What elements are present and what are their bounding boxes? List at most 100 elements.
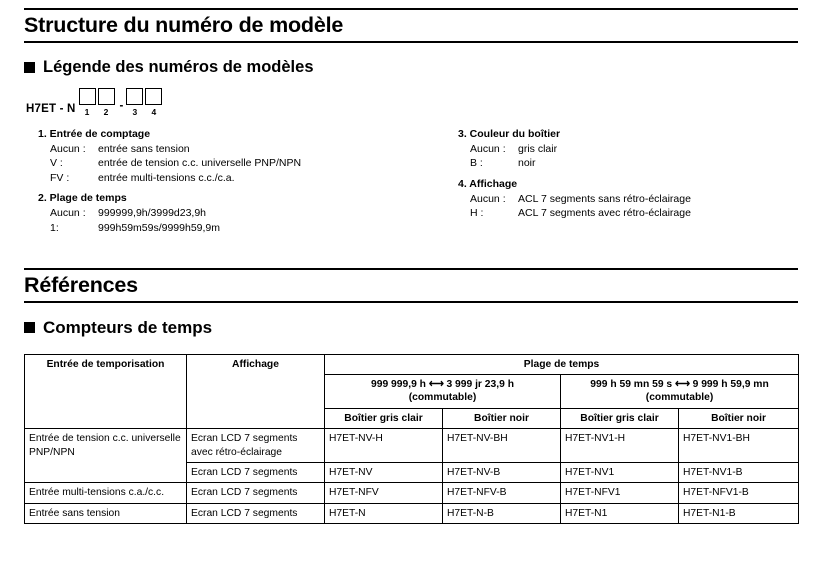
cell-model: H7ET-NFV-B [442, 482, 561, 504]
legend-line-key: Aucun : [50, 142, 86, 155]
legend-line-value: entrée sans tension [98, 142, 190, 155]
legend-line-value: ACL 7 segments avec rétro-éclairage [518, 207, 691, 220]
header-boitier-gris-clair-1: Boîtier gris clair [324, 407, 443, 430]
header-boitier-noir-1: Boîtier noir [442, 407, 561, 430]
divider-bottom [24, 41, 798, 43]
header-range-2-line1: 999 h 59 mn 59 s ⟷ 9 999 h 59,9 mn [590, 379, 769, 390]
header-range-1: 999 999,9 h ⟷ 3 999 jr 23,9 h (commutabl… [324, 374, 561, 409]
model-code-box-4-field [145, 87, 163, 105]
legend-line-key: B : [470, 157, 483, 170]
cell-affichage: Ecran LCD 7 segments [186, 482, 325, 504]
header-range-2: 999 h 59 mn 59 s ⟷ 9 999 h 59,9 mn (comm… [559, 374, 800, 409]
table-header-row-3: Boîtier gris clair Boîtier noir Boîtier … [25, 407, 800, 430]
legend-item-entree-comptage: 1. Entrée de comptage Aucun : entrée san… [38, 128, 368, 185]
cell-entree: Entrée de tension c.c. universelle PNP/N… [24, 428, 187, 484]
model-code-boxes-group-2: 3 4 [126, 87, 164, 117]
legend-line: Aucun : gris clair [458, 142, 788, 156]
legend-line: H : ACL 7 segments avec rétro-éclairage [458, 206, 788, 220]
legend-line-key: Aucun : [470, 192, 506, 205]
cell-model: H7ET-NV [324, 461, 443, 484]
cell-model: H7ET-NV1-BH [677, 428, 800, 463]
model-code-box-1-number: 1 [84, 106, 90, 117]
legend-line: 1: 999h59m59s/9999h59,9m [38, 221, 368, 235]
cell-model: H7ET-N [324, 502, 443, 525]
header-plage-temps: Plage de temps [323, 353, 800, 376]
cell-affichage: Ecran LCD 7 segments avec rétro-éclairag… [186, 428, 325, 463]
model-code-box-3-number: 3 [132, 106, 138, 117]
cell-model: H7ET-NV-BH [442, 428, 561, 463]
legend-item-entree-comptage-title: 1. Entrée de comptage [38, 127, 151, 140]
model-code-separator: - [119, 99, 124, 112]
legend-line-key: H : [470, 207, 484, 220]
table-row: Entrée de tension c.c. universelle PNP/N… [24, 428, 800, 484]
header-range-1-line1: 999 999,9 h ⟷ 3 999 jr 23,9 h [371, 379, 514, 390]
legend-line-value: noir [518, 157, 536, 170]
model-code-box-1-field [78, 87, 96, 105]
legend-block: 1. Entrée de comptage Aucun : entrée san… [0, 128, 822, 242]
header-boitier-noir-2: Boîtier noir [677, 407, 800, 430]
cell-model: H7ET-N1 [560, 502, 679, 525]
square-bullet-icon [24, 62, 35, 73]
legend-line: Aucun : 999999,9h/3999d23,9h [38, 206, 368, 220]
cell-model: H7ET-NV1-H [560, 428, 679, 463]
model-code-diagram: H7ET - N 1 2 - 3 4 [26, 87, 822, 117]
legend-item-affichage-title: 4. Affichage [458, 177, 518, 190]
header-affichage: Affichage [186, 353, 325, 430]
legend-column-left: 1. Entrée de comptage Aucun : entrée san… [38, 128, 368, 242]
subheading-legende: Légende des numéros de modèles [24, 57, 798, 79]
model-code-box-4-number: 4 [151, 106, 157, 117]
legend-line: Aucun : entrée sans tension [38, 142, 368, 156]
table-header-row-1: Entrée de temporisation Affichage Plage … [24, 353, 800, 430]
cell-model: H7ET-NV-H [324, 428, 443, 463]
square-bullet-icon [24, 322, 35, 334]
section-heading-references: Références [24, 260, 798, 304]
cell-entree: Entrée multi-tensions c.a./c.c. [24, 482, 187, 504]
legend-line-value: ACL 7 segments sans rétro-éclairage [518, 192, 691, 205]
model-code-box-4: 4 [145, 87, 163, 117]
cell-model: H7ET-N-B [442, 502, 561, 525]
header-range-2-line2: (commutable) [645, 392, 714, 404]
divider-top [24, 268, 798, 271]
legend-line: V : entrée de tension c.c. universelle P… [38, 156, 368, 170]
model-code-box-2-field [97, 87, 115, 105]
table-row: Ecran LCD 7 segments H7ET-NV H7ET-NV-B H… [25, 461, 800, 484]
table-row: Entrée sans tension Ecran LCD 7 segments… [24, 502, 800, 525]
legend-item-couleur-boitier-title: 3. Couleur du boîtier [458, 127, 561, 140]
cell-model: H7ET-NFV1 [560, 482, 679, 504]
legend-line: B : noir [458, 156, 788, 170]
cell-affichage: Ecran LCD 7 segments [186, 461, 325, 484]
legend-line-value: entrée de tension c.c. universelle PNP/N… [98, 157, 302, 170]
legend-line-key: Aucun : [50, 207, 86, 220]
legend-line-key: 1: [50, 221, 59, 234]
legend-line: FV : entrée multi-tensions c.c./c.a. [38, 171, 368, 185]
model-code-box-2: 2 [97, 87, 115, 117]
reference-table-wrapper: Entrée de temporisation Affichage Plage … [24, 353, 800, 525]
legend-column-right: 3. Couleur du boîtier Aucun : gris clair… [458, 128, 788, 242]
legend-line: Aucun : ACL 7 segments sans rétro-éclair… [458, 192, 788, 206]
legend-line-value: entrée multi-tensions c.c./c.a. [98, 171, 235, 184]
subheading-legende-label: Légende des numéros de modèles [43, 58, 314, 76]
cell-model: H7ET-N1-B [677, 502, 800, 525]
model-code-box-3: 3 [126, 87, 144, 117]
cell-model: H7ET-NFV [324, 482, 443, 504]
divider-top [24, 8, 798, 10]
subheading-compteurs: Compteurs de temps [24, 317, 798, 339]
model-code-box-1: 1 [78, 87, 96, 117]
legend-item-plage-temps: 2. Plage de temps Aucun : 999999,9h/3999… [38, 192, 368, 235]
divider-bottom [24, 301, 798, 304]
model-code-prefix: H7ET - N [26, 102, 76, 115]
model-code-boxes-group-1: 1 2 [78, 87, 117, 117]
subheading-compteurs-label: Compteurs de temps [43, 318, 213, 338]
cell-affichage: Ecran LCD 7 segments [186, 502, 325, 525]
cell-model: H7ET-NV1-B [677, 461, 800, 484]
table-row: Entrée multi-tensions c.a./c.c. Ecran LC… [24, 482, 800, 504]
legend-line-key: Aucun : [470, 142, 506, 155]
header-boitier-gris-clair-2: Boîtier gris clair [560, 407, 679, 430]
header-entree-temporisation: Entrée de temporisation [24, 353, 187, 430]
cell-model: H7ET-NV-B [442, 461, 561, 484]
legend-line-value: 999999,9h/3999d23,9h [98, 207, 207, 220]
legend-line-value: 999h59m59s/9999h59,9m [98, 221, 221, 234]
model-code-box-2-number: 2 [103, 106, 109, 117]
legend-item-affichage: 4. Affichage Aucun : ACL 7 segments sans… [458, 178, 788, 221]
